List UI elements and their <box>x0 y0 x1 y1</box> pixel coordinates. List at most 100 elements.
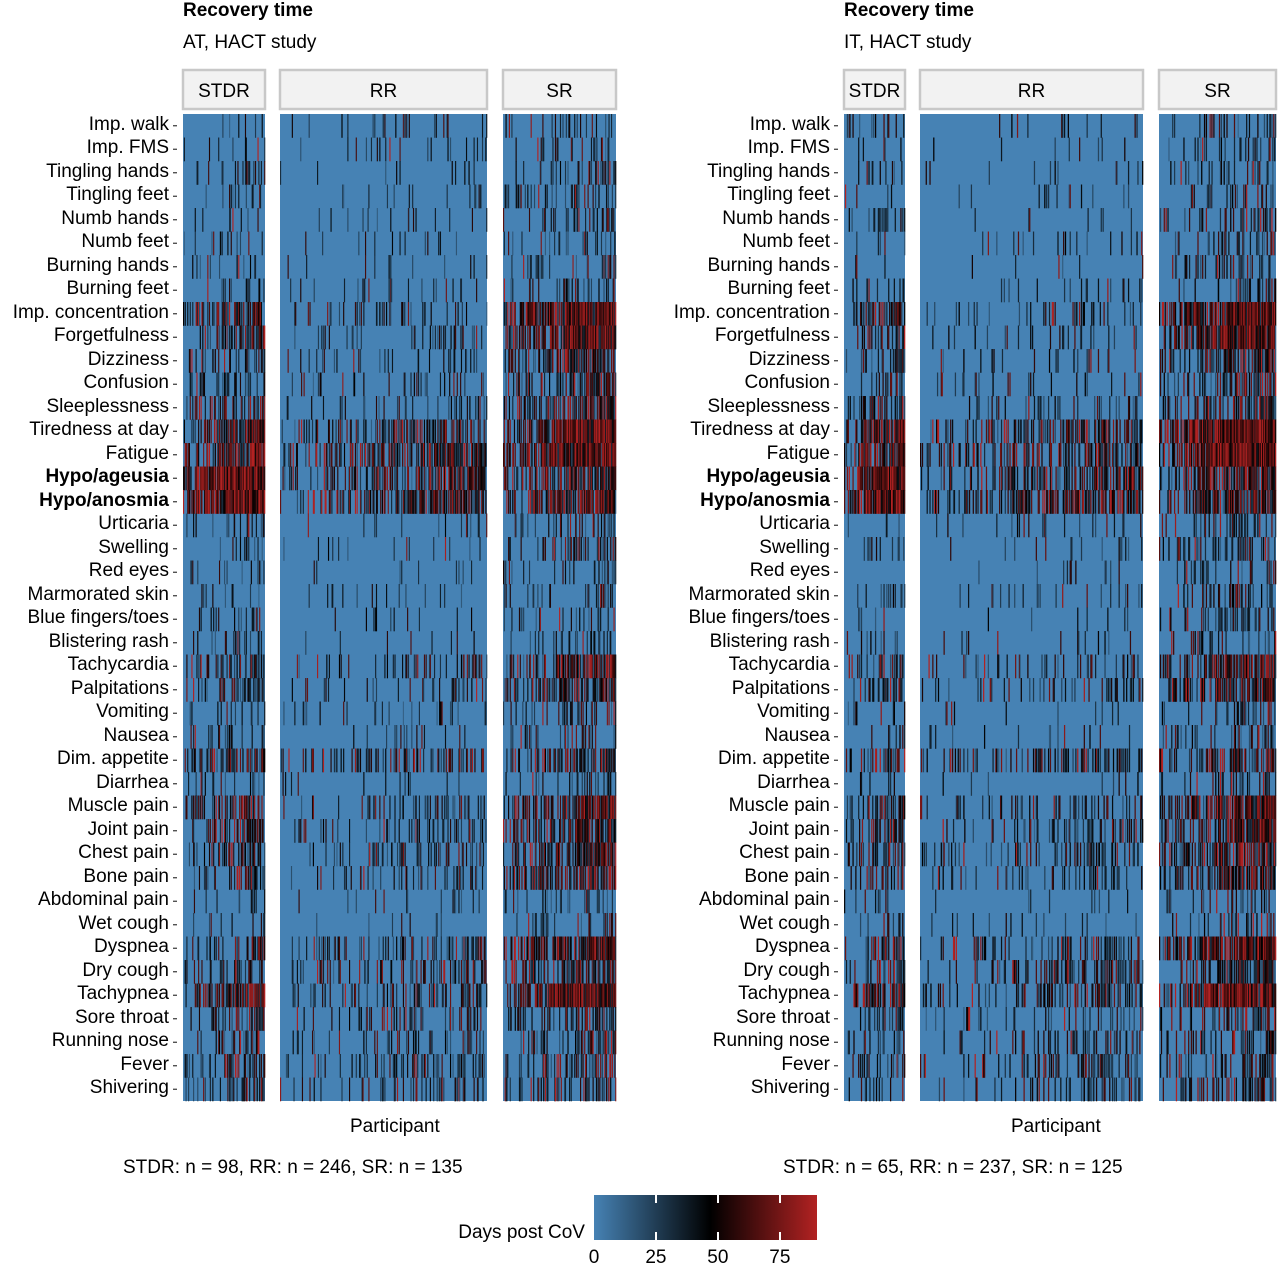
heatmap-cell <box>475 936 477 961</box>
heatmap-cell <box>599 325 601 350</box>
heatmap-cell <box>388 419 390 444</box>
heatmap-cell <box>609 842 611 867</box>
heatmap-cell <box>347 889 349 914</box>
heatmap-cell <box>313 490 315 514</box>
heatmap-cell <box>394 466 396 491</box>
heatmap-cell <box>611 983 613 1008</box>
heatmap-cell <box>577 278 579 303</box>
heatmap-cell <box>328 419 330 444</box>
heatmap-cell <box>517 678 519 702</box>
heatmap-cell <box>508 184 510 209</box>
heatmap-cell <box>538 490 541 514</box>
heatmap-cell <box>528 466 531 491</box>
heatmap-cell <box>564 466 567 491</box>
heatmap-cell <box>545 302 547 326</box>
heatmap-cell <box>335 748 337 773</box>
heatmap-cell <box>417 419 419 444</box>
heatmap-cell <box>221 819 223 843</box>
heatmap-cell <box>255 866 257 890</box>
heatmap-cell <box>407 772 410 796</box>
heatmap-cell <box>241 983 243 1008</box>
heatmap-cell <box>263 513 265 538</box>
heatmap-cell <box>437 443 439 467</box>
heatmap-cell <box>579 842 581 867</box>
heatmap-cell <box>216 302 218 326</box>
heatmap-cell <box>197 490 199 514</box>
heatmap-cell <box>403 490 405 514</box>
heatmap-cell <box>440 1077 442 1102</box>
heatmap-cell <box>367 490 369 514</box>
heatmap-cell <box>433 1054 435 1078</box>
heatmap-cell <box>569 983 571 1008</box>
heatmap-cell <box>595 654 598 679</box>
heatmap-cell <box>230 983 232 1008</box>
heatmap-cell <box>570 372 572 397</box>
heatmap-cell <box>203 372 205 397</box>
heatmap-cell <box>320 1077 322 1102</box>
heatmap-cell <box>420 960 422 984</box>
heatmap-cell <box>422 490 424 514</box>
heatmap-cell <box>602 842 604 867</box>
heatmap-cell <box>249 1077 251 1102</box>
heatmap-cell <box>594 701 596 726</box>
heatmap-cell <box>472 936 474 961</box>
heatmap-cell <box>549 325 552 350</box>
heatmap-cell <box>205 584 207 608</box>
heatmap-cell <box>600 419 602 444</box>
heatmap-cell <box>564 936 567 961</box>
heatmap-cell <box>574 184 577 209</box>
heatmap-cell <box>244 325 247 350</box>
heatmap-cell <box>408 819 410 843</box>
heatmap-cell <box>611 913 613 937</box>
heatmap-cell <box>249 960 252 984</box>
heatmap-cell <box>234 748 236 773</box>
heatmap-cell <box>197 161 199 185</box>
heatmap-cell <box>594 396 596 420</box>
heatmap-cell <box>212 443 214 467</box>
heatmap-cell <box>447 137 449 162</box>
heatmap-cell <box>548 349 550 373</box>
heatmap-cell <box>462 678 464 702</box>
heatmap-cell <box>202 1054 204 1078</box>
heatmap-cell <box>613 960 615 984</box>
heatmap-cell <box>214 490 216 514</box>
heatmap-cell <box>538 654 540 679</box>
heatmap-cell <box>597 372 599 397</box>
heatmap-cell <box>225 466 227 491</box>
heatmap-cell <box>598 560 600 585</box>
heatmap-cell <box>480 184 482 209</box>
heatmap-cell <box>255 396 257 420</box>
heatmap-cell <box>609 396 611 420</box>
heatmap-cell <box>601 466 603 491</box>
heatmap-cell <box>389 1054 391 1078</box>
heatmap-cell <box>391 466 394 491</box>
heatmap-cell <box>547 748 549 773</box>
heatmap-cell <box>294 325 296 350</box>
heatmap-cell <box>280 1077 282 1102</box>
heatmap-cell <box>588 325 590 350</box>
heatmap-cell <box>364 490 366 514</box>
heatmap-cell <box>229 1007 231 1031</box>
heatmap-cell <box>570 701 572 726</box>
heatmap-cell <box>446 114 448 138</box>
heatmap-cell <box>203 795 206 820</box>
heatmap-cell <box>537 137 539 162</box>
heatmap-cell <box>562 678 564 702</box>
heatmap-cell <box>580 983 582 1008</box>
heatmap-cell <box>249 396 252 420</box>
heatmap-cell <box>368 184 370 209</box>
heatmap-cell <box>533 396 536 420</box>
heatmap-cell <box>412 795 415 820</box>
heatmap-cell <box>565 701 567 726</box>
heatmap-cell <box>239 654 242 679</box>
heatmap-cell <box>416 842 418 867</box>
heatmap-cell <box>606 419 608 444</box>
heatmap-cell <box>601 302 603 326</box>
heatmap-cell <box>568 842 570 867</box>
heatmap-cell <box>610 748 613 773</box>
heatmap-cell <box>200 1054 202 1078</box>
heatmap-cell <box>229 654 231 679</box>
heatmap-cell <box>579 983 581 1008</box>
heatmap-cell <box>579 936 581 961</box>
heatmap-cell <box>518 325 521 350</box>
